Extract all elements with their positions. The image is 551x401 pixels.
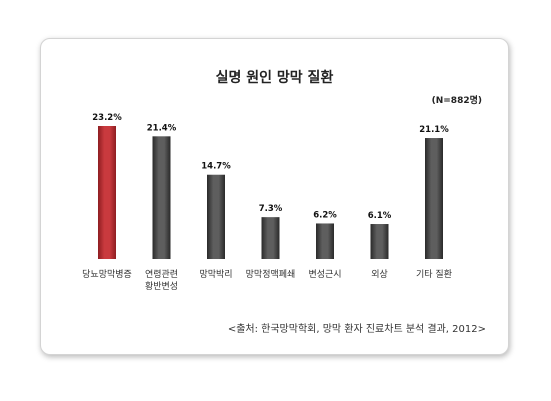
category-label-6: 기타 질환 [416, 268, 452, 280]
category-label-2: 망막박리 [199, 269, 232, 280]
category-label-4: 변성근시 [308, 269, 341, 280]
category-label-0: 당뇨망막병증 [82, 269, 132, 280]
bar-value-label-4: 6.2% [313, 210, 337, 220]
bar-4 [316, 223, 334, 259]
category-label-5: 외상 [371, 268, 388, 280]
bar-5 [370, 224, 389, 259]
bar-value-label-2: 14.7% [201, 162, 231, 172]
bar-value-label-3: 7.3% [259, 204, 283, 214]
chart-title: 실명 원인 망막 질환 [215, 70, 334, 86]
bar-value-label-5: 6.1% [368, 211, 392, 221]
bar-value-label-0: 23.2% [92, 113, 122, 123]
bar-2 [207, 174, 225, 259]
category-label-1-line0: 연령관련 [145, 268, 178, 280]
source-note: <출처: 한국망막학회, 망막 환자 진료차트 분석 결과, 2012> [227, 324, 486, 335]
bar-0 [98, 126, 116, 259]
bar-value-label-1: 21.4% [147, 123, 177, 133]
bar-3 [261, 217, 280, 259]
category-label-3: 망막정맥폐쇄 [246, 268, 296, 280]
sample-size-note: (N=882명) [431, 96, 482, 106]
bar-value-label-6: 21.1% [419, 125, 449, 135]
bar-1 [152, 136, 171, 259]
chart-card: 실명 원인 망막 질환 (N=882명) 23.2% 당뇨망막병증 21.4% 연령관… [40, 38, 509, 355]
bar-6 [425, 138, 443, 259]
category-label-1-line1: 황반변성 [145, 281, 178, 292]
